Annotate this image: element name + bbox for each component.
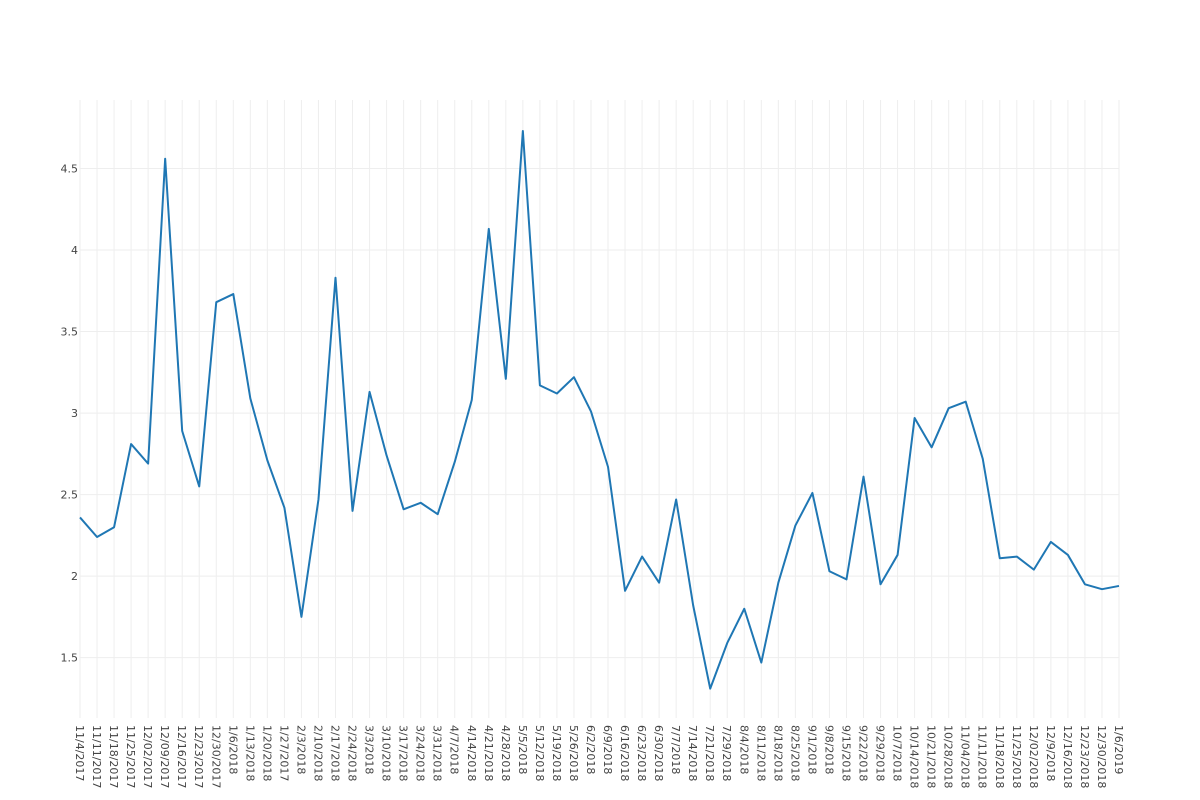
x-tick-label: 9/8/2018: [822, 725, 835, 774]
y-tick-label: 3: [71, 407, 78, 420]
data-line: [79, 129, 1120, 690]
x-tick-label: 4/14/2018: [465, 725, 478, 781]
x-tick-label: 11/04/2018: [959, 725, 972, 788]
x-tick-label: 5/19/2018: [550, 725, 563, 781]
x-tick-label: 11/25/2018: [1010, 725, 1023, 788]
x-tick-label: 10/7/2018: [891, 725, 904, 781]
x-tick-label: 11/4/2017: [73, 725, 86, 781]
x-tick-label: 3/31/2018: [431, 725, 444, 781]
x-tick-label: 2/3/2018: [294, 725, 307, 774]
y-tick-label: 1.5: [61, 652, 79, 665]
x-tick-label: 3/10/2018: [380, 725, 393, 781]
x-tick-label: 11/11/2018: [976, 725, 989, 788]
y-tick-label: 4.5: [61, 162, 79, 175]
y-tick-label: 2.5: [61, 489, 79, 502]
x-tick-label: 1/27/2017: [277, 725, 290, 781]
x-tick-label: 6/30/2018: [652, 725, 665, 781]
x-tick-label: 8/18/2018: [771, 725, 784, 781]
x-tick-label: 7/21/2018: [703, 725, 716, 781]
x-tick-label: 5/26/2018: [567, 725, 580, 781]
x-tick-label: 6/9/2018: [601, 725, 614, 774]
x-tick-label: 4/7/2018: [448, 725, 461, 774]
x-tick-label: 2/17/2018: [328, 725, 341, 781]
x-tick-label: 3/3/2018: [363, 725, 376, 774]
x-tick-label: 7/14/2018: [686, 725, 699, 781]
x-tick-label: 1/6/2019: [1112, 725, 1125, 774]
x-tick-label: 12/30/2018: [1095, 725, 1108, 788]
x-tick-label: 4/28/2018: [499, 725, 512, 781]
x-tick-label: 6/16/2018: [618, 725, 631, 781]
x-tick-label: 1/20/2018: [260, 725, 273, 781]
x-tick-label: 5/12/2018: [533, 725, 546, 781]
x-tick-label: 6/23/2018: [635, 725, 648, 781]
x-tick-label: 6/2/2018: [584, 725, 597, 774]
x-tick-label: 5/5/2018: [516, 725, 529, 774]
y-tick-label: 2: [71, 570, 78, 583]
x-tick-label: 1/13/2018: [243, 725, 256, 781]
x-tick-label: 2/10/2018: [311, 725, 324, 781]
x-tick-label: 9/29/2018: [874, 725, 887, 781]
x-tick-label: 7/7/2018: [669, 725, 682, 774]
x-tick-label: 12/23/2017: [192, 725, 205, 788]
x-tick-label: 1/6/2018: [226, 725, 239, 774]
x-tick-label: 4/21/2018: [482, 725, 495, 781]
x-tick-label: 7/29/2018: [720, 725, 733, 781]
x-tick-label: 12/09/2017: [158, 725, 171, 788]
x-tick-label: 12/02/2018: [1027, 725, 1040, 788]
x-tick-label: 12/30/2017: [209, 725, 222, 788]
x-tick-label: 8/11/2018: [754, 725, 767, 781]
x-tick-label: 10/21/2018: [925, 725, 938, 788]
x-tick-label: 9/22/2018: [857, 725, 870, 781]
x-tick-label: 12/9/2018: [1044, 725, 1057, 781]
x-tick-label: 10/14/2018: [908, 725, 921, 788]
x-tick-label: 8/25/2018: [788, 725, 801, 781]
x-tick-label: 10/28/2018: [942, 725, 955, 788]
x-tick-label: 8/4/2018: [737, 725, 750, 774]
x-tick-label: 9/1/2018: [805, 725, 818, 774]
x-tick-label: 12/16/2018: [1061, 725, 1074, 788]
x-tick-label: 11/11/2017: [90, 725, 103, 788]
x-tick-label: 2/24/2018: [346, 725, 359, 781]
x-tick-label: 11/25/2017: [124, 725, 137, 788]
x-tick-label: 12/23/2018: [1078, 725, 1091, 788]
x-tick-label: 11/18/2018: [993, 725, 1006, 788]
y-tick-label: 3.5: [61, 326, 79, 339]
x-tick-label: 3/24/2018: [414, 725, 427, 781]
x-tick-label: 12/02/2017: [141, 725, 154, 788]
x-tick-label: 3/17/2018: [397, 725, 410, 781]
y-tick-label: 4: [71, 244, 78, 257]
x-tick-label: 9/15/2018: [839, 725, 852, 781]
x-tick-label: 11/18/2017: [107, 725, 120, 788]
x-tick-label: 12/16/2017: [175, 725, 188, 788]
